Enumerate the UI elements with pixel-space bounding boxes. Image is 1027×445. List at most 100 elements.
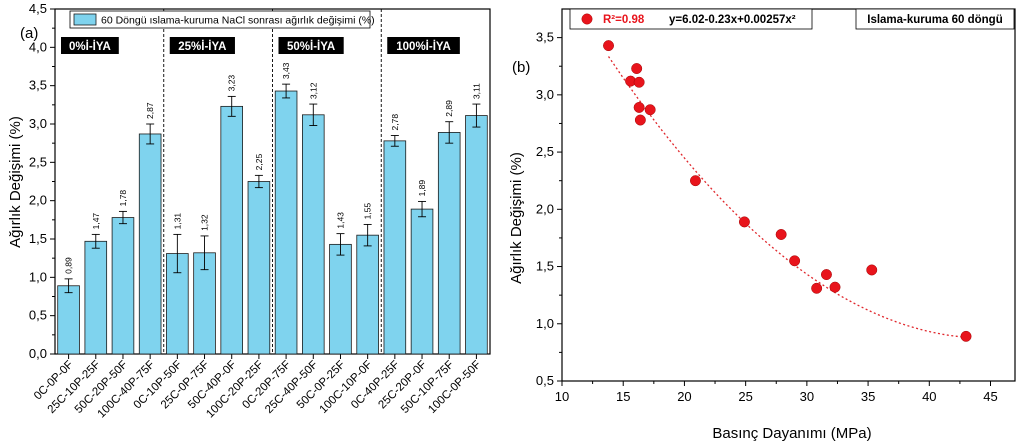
bar-legend: 60 Döngü ıslama-kuruma NaCl sonrası ağır…	[69, 10, 375, 29]
scatter-x-tick-label: 10	[555, 389, 569, 404]
bar-y-tick-label: 0,0	[29, 346, 47, 361]
bar-legend-box	[69, 10, 371, 29]
scatter-y-tick-label: 1,5	[536, 259, 554, 274]
data-point	[829, 281, 841, 293]
bar-y-tick-label: 0,5	[29, 308, 47, 323]
data-point	[811, 282, 823, 294]
data-point	[960, 330, 972, 342]
scatter-y-axis-label: Ağırlık Değişimi (%)	[508, 152, 525, 284]
group-labels: 0%İ-İYA 25%İ-İYA 50%İ-İYA 100%İ-İYA	[61, 37, 460, 54]
scatter-x-tick-label: 20	[677, 389, 691, 404]
bar	[302, 114, 325, 355]
bar-y-tick-label: 4,0	[29, 39, 47, 54]
scatter-x-tick-label: 35	[861, 389, 875, 404]
bar-value-label: 1,31	[172, 213, 182, 230]
panel-b-label: (b)	[512, 59, 530, 76]
fit-line	[607, 56, 967, 338]
data-point	[821, 269, 832, 281]
bar	[356, 234, 379, 355]
scatter-y-tick-label: 1,0	[536, 316, 554, 331]
scatter-legend: R²=0.98 y=6.02-0.23x+0.00257x²	[569, 8, 813, 30]
bar-y-axis-label: Ağırlık Değişimi (%)	[7, 116, 24, 248]
bar	[84, 240, 108, 355]
bar-value-label: 1,43	[335, 212, 345, 229]
data-point	[789, 255, 801, 267]
bar-value-label: 1,89	[417, 180, 427, 197]
bar-chart-panel: (a) 0,00,51,01,52,02,53,03,54,04,50C-0P-…	[7, 1, 491, 420]
bar-series: 0,89 1,47 1,78 2,87 1,31 1,32 3,23 2,25 3,43 3,12…	[57, 62, 488, 355]
bar-value-label: 1,55	[363, 203, 373, 220]
bar	[383, 140, 407, 355]
bar-value-label: 1,78	[118, 190, 128, 207]
bar	[111, 217, 135, 355]
data-point	[633, 101, 645, 113]
bar	[220, 105, 243, 355]
bar-value-label: 3,23	[227, 75, 237, 92]
scatter-title-text: Islama-kuruma 60 döngü	[867, 14, 1002, 26]
bar-value-label: 2,89	[444, 100, 454, 117]
bar-y-tick-label: 4,5	[29, 1, 47, 16]
data-point	[603, 40, 614, 52]
data-point	[634, 114, 646, 126]
bar-y-tick-label: 3,5	[29, 78, 47, 93]
group-label: 0%İ-İYA	[69, 40, 111, 53]
bar-value-label: 1,32	[200, 214, 210, 231]
bar	[138, 133, 162, 355]
bar-value-label: 2,78	[390, 114, 400, 131]
scatter-title-frame	[855, 8, 1015, 30]
group-label: 25%İ-İYA	[178, 40, 226, 53]
scatter-legend-equation: y=6.02-0.23x+0.00257x²	[669, 14, 796, 26]
data-point	[738, 216, 750, 228]
scatter-x-axis-label: Basınç Dayanımı (MPa)	[712, 425, 871, 442]
bar-value-label: 3,11	[471, 83, 481, 99]
scatter-y-tick-label: 0,5	[536, 373, 554, 388]
bar	[329, 243, 352, 355]
scatter-y-tick-label: 2,5	[536, 144, 554, 159]
scatter-x-tick-label: 25	[738, 389, 752, 404]
bar	[437, 132, 461, 355]
bar-y-tick-label: 3,0	[29, 116, 47, 131]
bar	[274, 90, 298, 355]
scatter-x-tick-label: 45	[983, 389, 997, 404]
group-label-box	[278, 37, 344, 54]
bar	[247, 181, 271, 355]
bar-y-tick-label: 1,5	[29, 231, 47, 246]
bar-value-label: 1,47	[91, 213, 101, 230]
data-point	[631, 63, 643, 74]
bar-y-tick-label: 2,0	[29, 193, 47, 208]
scatter-x-tick-label: 40	[922, 389, 936, 404]
bar-y-tick-label: 2,5	[29, 154, 47, 169]
group-label-box	[169, 37, 235, 54]
bar	[57, 285, 80, 355]
group-label: 100%İ-İYA	[396, 40, 451, 53]
panel-a-label: (a)	[20, 25, 38, 42]
scatter-series	[603, 40, 972, 342]
bar-legend-swatch	[73, 13, 97, 26]
bar	[410, 208, 434, 355]
group-label: 50%İ-İYA	[287, 40, 335, 53]
data-point	[644, 104, 656, 116]
scatter-y-tick-label: 3,0	[536, 87, 554, 102]
group-label-box	[387, 37, 460, 54]
bar-value-label: 2,25	[254, 154, 264, 171]
bar	[465, 115, 488, 355]
scatter-x-tick-label: 30	[800, 389, 814, 404]
scatter-x-tick-label: 15	[616, 389, 630, 404]
data-point	[775, 229, 787, 240]
scatter-legend-marker	[581, 13, 593, 25]
scatter-axes: 10 15 20 25 30 35 40 45 0,5 1,0 1,5 2,0 2,5 3,0 3,5	[536, 8, 1016, 404]
fit-curve	[607, 56, 967, 338]
bar-value-label: 2,87	[145, 102, 155, 119]
scatter-plot-frame	[561, 8, 1016, 382]
data-point	[866, 264, 878, 276]
bar-legend-text: 60 Döngü ıslama-kuruma NaCl sonrası ağır…	[101, 15, 375, 27]
scatter-y-tick-label: 3,5	[536, 30, 554, 45]
scatter-legend-box	[569, 8, 813, 30]
data-point	[690, 175, 701, 187]
bar-value-label: 0,89	[64, 257, 74, 274]
scatter-legend-r2: R²=0.98	[603, 14, 645, 26]
scatter-y-tick-label: 2,0	[536, 201, 554, 216]
bar-value-label: 3,12	[308, 82, 318, 99]
scatter-title-box: Islama-kuruma 60 döngü	[855, 8, 1015, 30]
